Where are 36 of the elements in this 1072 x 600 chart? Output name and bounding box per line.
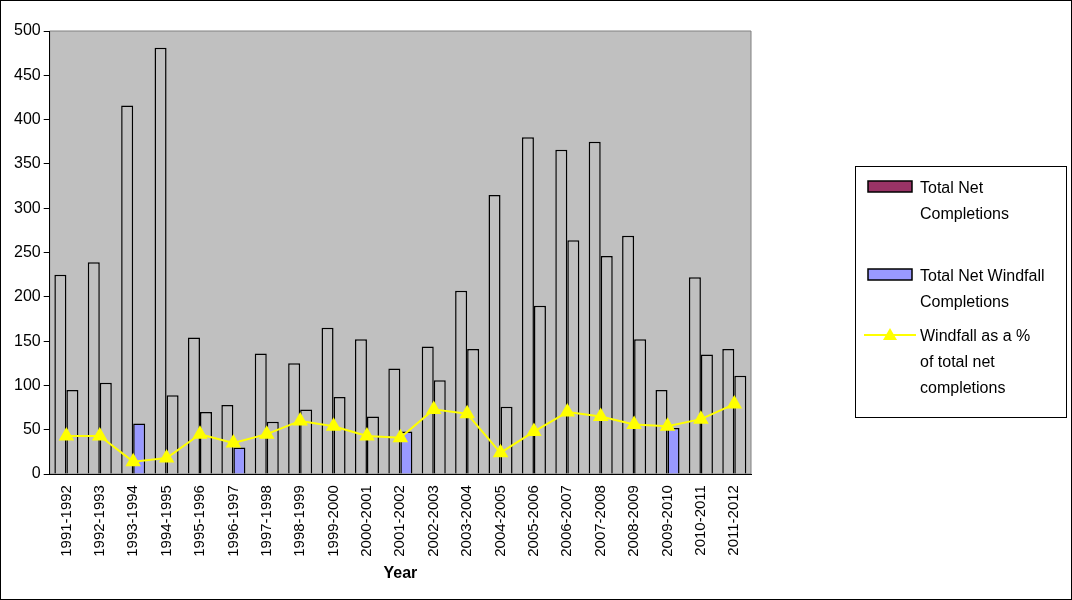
x-tick-label: 2001-2002	[390, 485, 408, 557]
x-tick-label: 1994-1995	[156, 485, 174, 557]
legend-label: Total Net Windfall Completions	[920, 266, 1046, 312]
y-tick-label: 250	[13, 242, 41, 260]
y-tick-label: 450	[13, 65, 41, 83]
legend-label: Windfall as a % of total net completions	[920, 326, 1032, 398]
x-tick-label: 2000-2001	[357, 485, 375, 557]
y-tick-label: 350	[13, 154, 41, 172]
y-tick-label: 500	[13, 21, 41, 39]
x-tick-label: 2011-2012	[724, 485, 742, 556]
y-tick-label: 50	[22, 420, 41, 438]
x-tick-label: 1998-1999	[290, 485, 308, 557]
x-tick-label: 2003-2004	[457, 485, 475, 557]
x-tick-label: 2009-2010	[657, 485, 675, 557]
x-tick-label: 1992-1993	[89, 485, 107, 557]
x-tick-label: 1995-1996	[190, 485, 208, 557]
x-tick-label: 1999-2000	[323, 485, 341, 557]
y-tick-label: 300	[13, 198, 41, 216]
y-tick-label: 100	[13, 375, 41, 393]
x-tick-label: 2005-2006	[524, 485, 542, 557]
x-tick-label: 2010-2011	[691, 485, 709, 556]
y-tick-label: 400	[13, 110, 41, 128]
x-tick-label: 1993-1994	[123, 485, 141, 557]
y-tick-label: 0	[31, 464, 41, 482]
x-tick-label: 2004-2005	[490, 485, 508, 557]
x-tick-label: 1991-1992	[56, 485, 74, 557]
y-tick-label: 200	[13, 287, 41, 305]
x-tick-label: 1996-1997	[223, 485, 241, 557]
x-axis-title: Year	[383, 563, 418, 581]
y-tick-label: 150	[13, 331, 41, 349]
x-tick-label: 2008-2009	[624, 485, 642, 557]
x-tick-label: 2007-2008	[590, 485, 608, 557]
text: Total Net Completions	[920, 178, 1010, 224]
x-tick-label: 2006-2007	[557, 485, 575, 557]
x-tick-label: 1997-1998	[256, 485, 274, 557]
x-tick-label: 2002-2003	[423, 485, 441, 557]
